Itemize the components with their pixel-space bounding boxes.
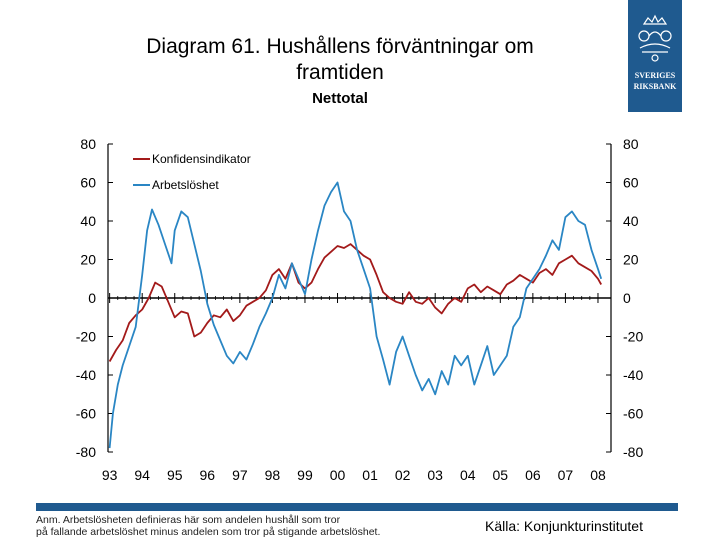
x-tick-label: 95 (167, 467, 183, 483)
legend-label: Konfidensindikator (152, 152, 251, 166)
x-tick-label: 05 (493, 467, 509, 483)
x-tick-label: 99 (297, 467, 313, 483)
x-tick-label: 96 (200, 467, 216, 483)
left-y-tick-label: 60 (80, 175, 96, 191)
x-tick-label: 02 (395, 467, 411, 483)
left-y-tick-label: -20 (76, 329, 96, 345)
chart-title-line-2: framtiden (296, 61, 384, 84)
right-y-tick-label: -20 (623, 329, 643, 345)
right-y-tick-label: 0 (623, 290, 631, 306)
chart-note-line-1: Anm. Arbetslösheten definieras här som a… (36, 514, 341, 526)
left-y-tick-label: 80 (80, 136, 96, 152)
right-y-tick-label: -60 (623, 406, 643, 422)
series-line-arbetsloshet (108, 181, 603, 449)
x-tick-label: 08 (590, 467, 606, 483)
x-tick-label: 04 (460, 467, 476, 483)
right-y-tick-label: 40 (623, 213, 639, 229)
chart-source: Källa: Konjunkturinstitutet (485, 518, 643, 534)
logo-text-line-2: RIKSBANK (634, 82, 677, 91)
left-y-tick-label: 0 (88, 290, 96, 306)
logo-text-line-1: SVERIGES (635, 71, 676, 80)
x-tick-label: 06 (525, 467, 541, 483)
right-y-tick-label: 80 (623, 136, 639, 152)
riksbank-logo: SVERIGES RIKSBANK (628, 0, 682, 112)
x-tick-label: 03 (427, 467, 443, 483)
legend-label: Arbetslöshet (152, 178, 219, 192)
x-tick-label: 00 (330, 467, 346, 483)
right-y-tick-label: 60 (623, 175, 639, 191)
x-tick-label: 93 (102, 467, 118, 483)
chart-note: Anm. Arbetslösheten definieras här som a… (36, 514, 456, 538)
right-y-tick-label: -80 (623, 444, 643, 460)
x-tick-label: 97 (232, 467, 248, 483)
right-y-tick-label: 20 (623, 252, 639, 268)
x-tick-label: 98 (265, 467, 281, 483)
x-tick-label: 01 (362, 467, 378, 483)
chart-title: Diagram 61. Hushållens förväntningar om … (60, 34, 620, 86)
chart-subtitle: Nettotal (312, 90, 368, 107)
left-y-tick-label: -80 (76, 444, 96, 460)
left-y-tick-label: 20 (80, 252, 96, 268)
x-tick-label: 07 (558, 467, 574, 483)
footer-bar (36, 503, 678, 511)
left-y-tick-label: 40 (80, 213, 96, 229)
x-tick-label: 94 (134, 467, 150, 483)
chart-title-line-1: Diagram 61. Hushållens förväntningar om (146, 35, 534, 58)
right-y-tick-label: -40 (623, 367, 643, 383)
chart-note-line-2: på fallande arbetslöshet minus andelen s… (36, 526, 381, 538)
riksbank-emblem-icon: SVERIGES RIKSBANK (634, 14, 677, 91)
left-y-tick-label: -40 (76, 367, 96, 383)
series-line-konfidensindikator (108, 243, 602, 362)
left-y-tick-label: -60 (76, 406, 96, 422)
